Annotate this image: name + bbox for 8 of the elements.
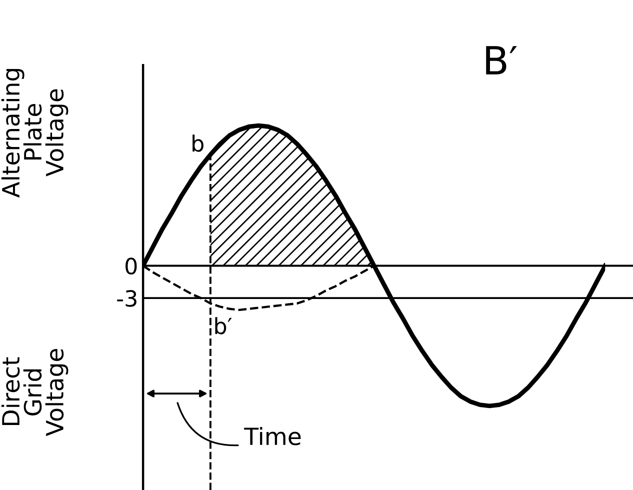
y-axis-title: Alternating Plate Voltage <box>1 68 68 198</box>
y-tick-label: -3 <box>117 290 136 307</box>
y-tick-label: 0 <box>126 258 137 274</box>
chart-title: B′ <box>486 46 517 74</box>
annotation: b <box>192 134 204 152</box>
annotation: Time <box>244 426 301 446</box>
text: Direct Grid Voltage <box>1 348 68 436</box>
annotation: b′ <box>215 317 232 334</box>
